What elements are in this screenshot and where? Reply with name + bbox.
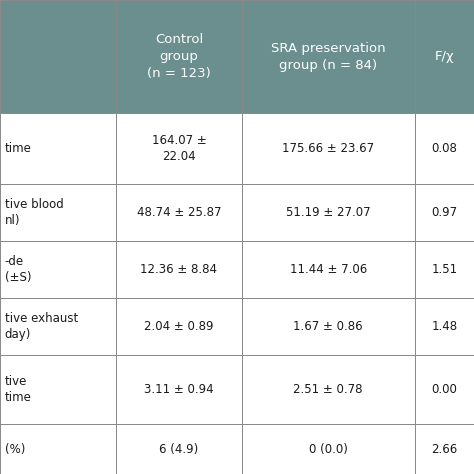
Bar [0, 298, 116, 355]
Text: 48.74 ± 25.87: 48.74 ± 25.87 [137, 206, 221, 219]
Bar [116, 298, 242, 355]
Bar [242, 298, 415, 355]
Bar [415, 0, 474, 113]
Bar [0, 0, 116, 113]
Text: 11.44 ± 7.06: 11.44 ± 7.06 [290, 263, 367, 276]
Bar [415, 355, 474, 425]
Text: (%): (%) [5, 443, 25, 456]
Text: SRA preservation
group (n = 84): SRA preservation group (n = 84) [271, 42, 385, 72]
Text: 1.48: 1.48 [431, 320, 457, 333]
Text: 0.97: 0.97 [431, 206, 457, 219]
Text: tive
time: tive time [5, 375, 32, 404]
Text: 175.66 ± 23.67: 175.66 ± 23.67 [282, 142, 374, 155]
Bar [116, 355, 242, 425]
Bar [415, 298, 474, 355]
Bar [0, 355, 116, 425]
Text: 0 (0.0): 0 (0.0) [309, 443, 348, 456]
Bar [242, 355, 415, 425]
Text: time: time [5, 142, 32, 155]
Bar [415, 425, 474, 474]
Text: 1.51: 1.51 [431, 263, 457, 276]
Bar [116, 241, 242, 298]
Bar [116, 0, 242, 113]
Text: 2.51 ± 0.78: 2.51 ± 0.78 [293, 383, 363, 396]
Text: 0.00: 0.00 [431, 383, 457, 396]
Bar [0, 184, 116, 241]
Bar [415, 241, 474, 298]
Bar [242, 184, 415, 241]
Bar [415, 113, 474, 184]
Text: 2.66: 2.66 [431, 443, 457, 456]
Text: 164.07 ±
22.04: 164.07 ± 22.04 [152, 134, 206, 163]
Text: 0.08: 0.08 [431, 142, 457, 155]
Text: 3.11 ± 0.94: 3.11 ± 0.94 [144, 383, 214, 396]
Bar [116, 184, 242, 241]
Text: F/χ: F/χ [435, 50, 454, 63]
Bar [242, 113, 415, 184]
Text: 6 (4.9): 6 (4.9) [159, 443, 199, 456]
Text: tive blood
nl): tive blood nl) [5, 198, 64, 227]
Text: 12.36 ± 8.84: 12.36 ± 8.84 [140, 263, 218, 276]
Bar [242, 241, 415, 298]
Text: -de
(±S): -de (±S) [5, 255, 31, 284]
Bar [415, 184, 474, 241]
Text: 2.04 ± 0.89: 2.04 ± 0.89 [144, 320, 214, 333]
Bar [116, 113, 242, 184]
Text: tive exhaust
day): tive exhaust day) [5, 312, 78, 341]
Text: Control
group
(n = 123): Control group (n = 123) [147, 33, 211, 80]
Text: 1.67 ± 0.86: 1.67 ± 0.86 [293, 320, 363, 333]
Bar [242, 425, 415, 474]
Bar [0, 113, 116, 184]
Bar [116, 425, 242, 474]
Text: 51.19 ± 27.07: 51.19 ± 27.07 [286, 206, 371, 219]
Bar [242, 0, 415, 113]
Bar [0, 241, 116, 298]
Bar [0, 425, 116, 474]
